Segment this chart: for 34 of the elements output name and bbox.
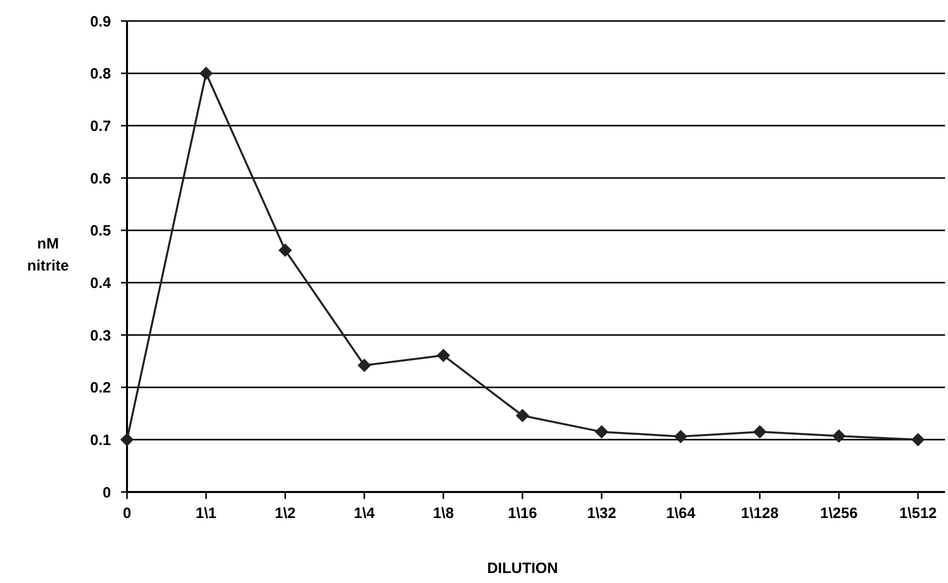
point bbox=[753, 425, 767, 439]
x-tick-label: 1\512 bbox=[899, 505, 937, 522]
y-tick-label: 0.5 bbox=[90, 222, 111, 240]
x-tick-label: 1\256 bbox=[820, 505, 858, 522]
y-tick-label: 0.3 bbox=[90, 327, 111, 344]
point bbox=[674, 430, 688, 444]
x-axis-title: DILUTION bbox=[487, 560, 558, 577]
point bbox=[911, 432, 925, 446]
x-tick-label: 1\16 bbox=[508, 505, 538, 522]
y-tick-label: 0.8 bbox=[90, 66, 111, 83]
x-tick-label: 1\32 bbox=[587, 505, 616, 522]
y-tick-label: 0 bbox=[102, 484, 111, 502]
point bbox=[516, 408, 530, 422]
y-axis-title: nM nitrite bbox=[27, 236, 69, 274]
x-tick-label: 1\4 bbox=[354, 505, 376, 522]
x-tick-label: 1\8 bbox=[432, 505, 454, 522]
point bbox=[594, 425, 608, 439]
y-tick-label: 0.2 bbox=[90, 380, 111, 397]
x-tick-label: 0 bbox=[122, 505, 132, 522]
y-tick-label: 0.4 bbox=[90, 274, 112, 292]
y-tick-label: 0.7 bbox=[90, 118, 111, 135]
x-tick-label: 1\1 bbox=[196, 505, 217, 522]
point bbox=[199, 66, 213, 80]
point bbox=[278, 244, 292, 257]
y-tick-label: 0.9 bbox=[90, 13, 111, 30]
x-tick-label: 1\64 bbox=[666, 505, 696, 522]
x-tick-label: 1\2 bbox=[274, 505, 296, 522]
point bbox=[120, 432, 134, 446]
point bbox=[832, 429, 846, 443]
point bbox=[436, 348, 450, 362]
point bbox=[358, 358, 372, 372]
y-tick-label: 0.1 bbox=[90, 432, 111, 449]
x-tick-label: 1\128 bbox=[741, 505, 779, 522]
y-tick-label: 0.6 bbox=[90, 170, 111, 188]
